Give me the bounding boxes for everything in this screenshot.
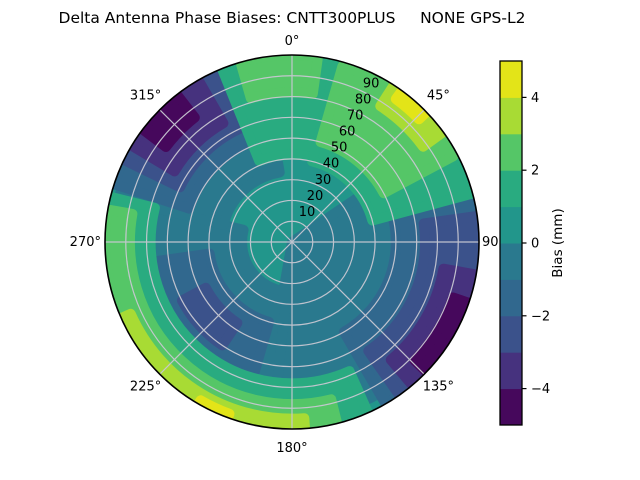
colorbar-band <box>500 61 522 98</box>
colorbar-tick-label: 4 <box>531 91 539 106</box>
colorbar-band <box>500 315 522 353</box>
colorbar-band <box>500 206 522 244</box>
angular-tick-label: 225° <box>130 379 161 394</box>
colorbar-tick-label: 0 <box>531 237 539 252</box>
radial-tick-label: 40 <box>323 157 340 172</box>
angular-tick-label: 0° <box>285 34 300 49</box>
radial-tick-label: 60 <box>339 125 356 140</box>
grid-spoke <box>159 241 293 375</box>
angular-tick-label: 90 <box>482 235 499 250</box>
angular-tick-label: 315° <box>130 89 161 104</box>
colorbar-band <box>500 97 522 135</box>
colorbar-band <box>500 133 522 171</box>
colorbar-band <box>500 352 522 390</box>
colorbar-tick-label: 2 <box>531 164 539 179</box>
radial-tick-label: 80 <box>355 92 372 107</box>
colorbar-band <box>500 279 522 317</box>
colorbar-band <box>500 243 522 280</box>
angular-tick-label: 135° <box>423 379 454 394</box>
angular-tick-label: 45° <box>427 89 450 104</box>
angular-tick-label: 180° <box>276 441 307 456</box>
grid-spoke <box>291 109 425 243</box>
radial-tick-label: 20 <box>307 189 324 204</box>
radial-tick-label: 90 <box>363 76 380 91</box>
plot-rim <box>104 54 480 430</box>
colorbar-tick-label: −4 <box>531 382 550 397</box>
colorbar-axis-label: Bias (mm) <box>550 208 566 277</box>
angular-tick-label: 270° <box>70 235 101 250</box>
polar-grid <box>105 55 479 429</box>
grid-spoke <box>291 241 425 375</box>
radial-tick-label: 50 <box>331 141 348 156</box>
colorbar: 4 2 0 −2 −4 Bias (mm) <box>499 60 566 426</box>
radial-tick-label: 30 <box>315 173 332 188</box>
colorbar-band <box>500 170 522 208</box>
radial-tick-label: 70 <box>347 109 364 124</box>
colorbar-band <box>500 388 522 426</box>
grid-spoke <box>159 109 293 243</box>
colorbar-tick-label: −2 <box>531 309 550 324</box>
radial-tick-label: 10 <box>299 205 316 220</box>
chart-title: Delta Antenna Phase Biases: CNTT300PLUS … <box>58 9 526 27</box>
